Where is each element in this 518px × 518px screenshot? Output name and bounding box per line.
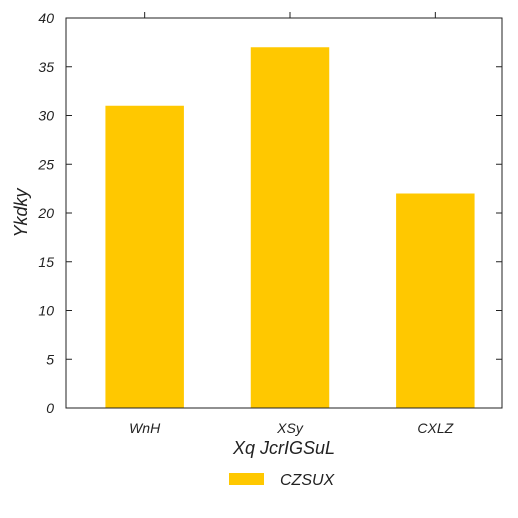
plot-frame bbox=[65, 17, 503, 409]
y-axis-ticks: 0 5 10 15 20 25 30 35 40 bbox=[37, 10, 502, 416]
x-axis-ticks: WnH XSy CXLZ bbox=[129, 12, 454, 436]
y-tick-label: 10 bbox=[38, 303, 54, 319]
y-tick-label: 30 bbox=[38, 108, 54, 124]
x-tick-label: CXLZ bbox=[417, 420, 453, 436]
y-tick-label: 0 bbox=[46, 400, 54, 416]
y-tick-label: 5 bbox=[46, 351, 54, 367]
x-axis-title: Xq JcrIGSuL bbox=[232, 438, 335, 458]
bar-series bbox=[105, 47, 475, 408]
legend-swatch bbox=[229, 473, 264, 485]
y-tick-label: 15 bbox=[38, 254, 54, 270]
y-tick-label: 20 bbox=[37, 205, 54, 221]
y-tick-label: 40 bbox=[38, 10, 54, 26]
y-axis-title: Ykdky bbox=[11, 187, 31, 237]
bar bbox=[105, 105, 184, 408]
y-tick-label: 35 bbox=[38, 59, 54, 75]
legend: CZSUX bbox=[229, 472, 336, 489]
bar bbox=[250, 47, 330, 408]
x-tick-label: XSy bbox=[276, 420, 304, 436]
y-tick-label: 25 bbox=[37, 156, 54, 172]
bar bbox=[396, 193, 475, 408]
x-tick-label: WnH bbox=[129, 420, 161, 436]
legend-label: CZSUX bbox=[280, 472, 336, 489]
